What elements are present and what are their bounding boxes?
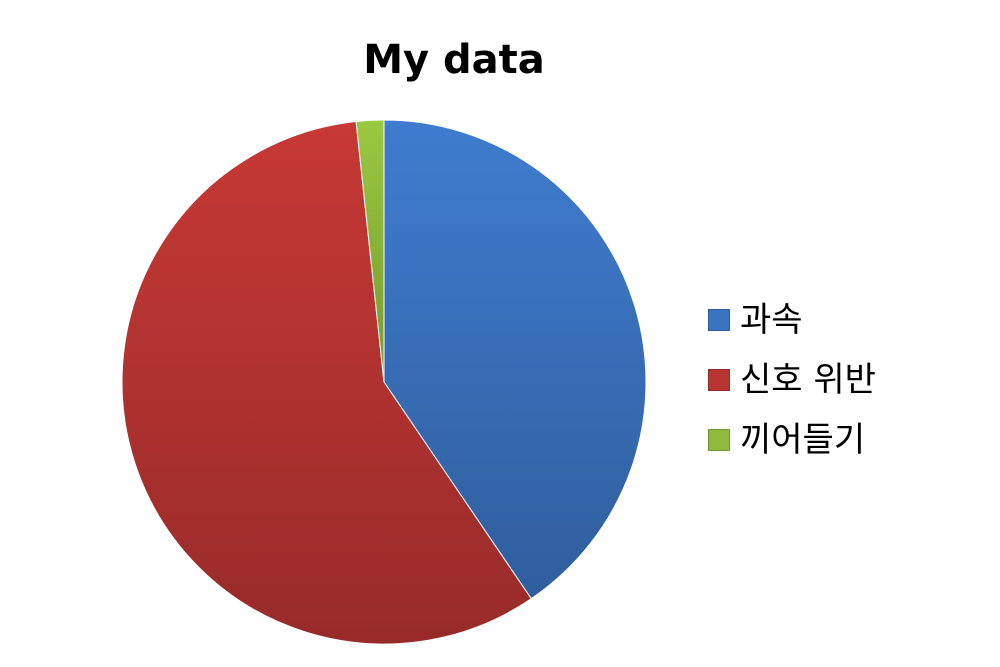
- pie-slice-1: [383, 119, 647, 600]
- legend-item-2: 신호 위반: [708, 350, 968, 410]
- chart-title: My data: [363, 37, 545, 83]
- legend-label-3: 끼어들기: [740, 420, 866, 460]
- legend-swatch-1: [708, 309, 730, 331]
- pie-slice-2: [121, 120, 532, 645]
- legend-label-1: 과속: [740, 300, 803, 340]
- pie-slice-3: [355, 119, 385, 383]
- legend-label-2: 신호 위반: [740, 360, 876, 400]
- pie-slices: [121, 119, 647, 645]
- legend-swatch-3: [708, 429, 730, 451]
- legend-item-1: 과속: [708, 290, 968, 350]
- legend-item-3: 끼어들기: [708, 410, 968, 470]
- legend-swatch-2: [708, 369, 730, 391]
